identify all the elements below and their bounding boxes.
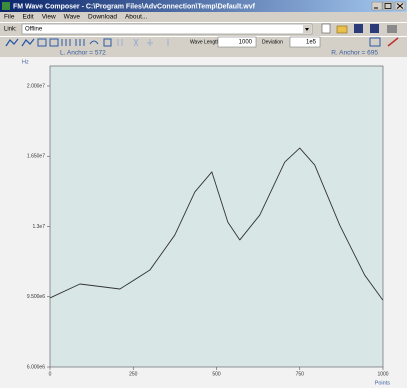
y-tick-label: 2.000e7 [27,83,45,89]
wave-length-input[interactable] [217,36,257,48]
chart: 6.000e6 9.500e6 1.3e7 1.650e7 2.000e7 0 250 500… [27,83,389,377]
app-icon [2,2,10,10]
tool-button[interactable] [21,38,35,47]
save-button[interactable] [354,24,363,33]
tool-button[interactable] [5,38,19,47]
x-tick-label: 500 [212,371,221,377]
tool-button[interactable] [387,37,399,47]
tool-button[interactable] [117,39,123,46]
tool-button[interactable] [147,39,153,46]
dropdown-arrow [305,28,309,31]
deviation-value: 1e5 [306,40,317,46]
print-button[interactable] [387,25,397,33]
title-bar [0,0,407,12]
y-tick-label: 9.500e6 [27,294,45,300]
left-anchor: L. Anchor = 572 [60,50,106,57]
deviation-label: Deviation [262,39,283,45]
wave-length-value: 1000 [239,40,253,46]
wave-tools [5,38,169,47]
y-tick-label: 1.650e7 [27,154,45,160]
tool-button[interactable] [133,38,139,47]
save-as-button[interactable] [370,24,379,33]
y-axis-label: Hz [22,59,29,65]
tool-button[interactable] [369,37,381,47]
minimize-button[interactable] [371,1,383,11]
menu-item[interactable]: Edit [22,14,33,21]
tool-button[interactable] [61,39,71,46]
menu-item[interactable]: File [4,14,15,21]
link-select[interactable] [21,23,313,35]
x-tick-label: 1000 [377,371,388,377]
new-button[interactable] [321,23,331,34]
tool-button[interactable] [89,40,99,45]
close-icon [396,3,404,9]
tool-button[interactable] [75,39,85,46]
x-tick-label: 750 [296,371,305,377]
x-tick-label: 0 [49,371,52,377]
menu-item[interactable]: Download [88,14,117,21]
window-title: FM Wave Composer - C:\Program Files\AdvC… [13,3,256,10]
tool-button[interactable] [37,38,47,47]
menu-item[interactable]: View [42,14,56,21]
tool-button[interactable] [49,38,59,47]
open-button[interactable] [336,25,348,34]
maximize-icon [384,3,392,9]
menu-item[interactable]: Wave [64,14,81,21]
plot-area [49,65,384,368]
right-anchor: R. Anchor = 695 [331,50,378,57]
link-label: Link: [4,27,17,33]
menu-bar: File Edit View Wave Download About... [4,14,148,21]
y-tick-label: 6.000e6 [27,364,45,370]
window-controls [371,1,406,11]
y-tick-label: 1.3e7 [32,224,45,230]
tool-button[interactable] [103,38,112,47]
file-toolbar [321,23,397,34]
link-value: Offline [25,27,43,33]
wave-line [49,147,384,301]
maximize-button[interactable] [382,1,394,11]
x-tick-label: 250 [129,371,138,377]
deviation-input[interactable] [289,36,321,48]
x-axis-label: Points [375,380,391,386]
wave-length-label: Wave Length [190,39,219,45]
menu-item[interactable]: About... [125,14,148,21]
